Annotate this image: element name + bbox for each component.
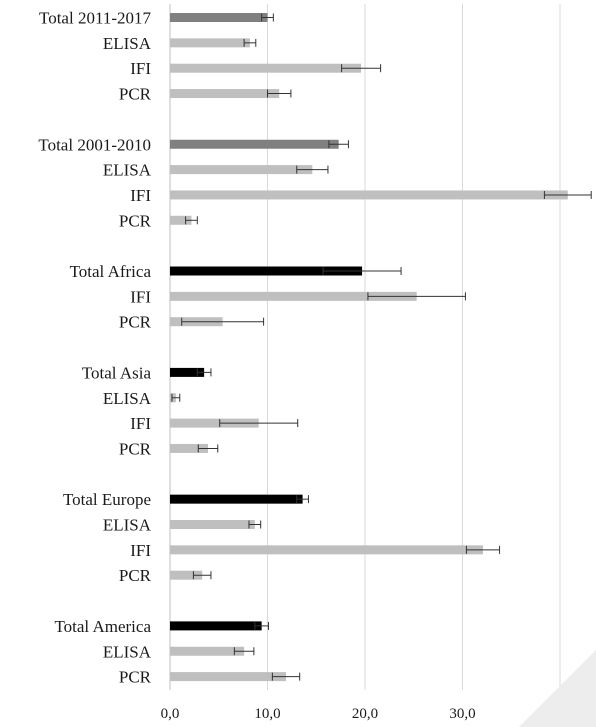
bar	[170, 367, 205, 377]
category-label: PCR	[119, 439, 152, 458]
x-axis-ticks: 0,010,020,030,040,0	[161, 706, 574, 722]
bar	[170, 672, 287, 682]
category-label: Total Asia	[82, 363, 152, 382]
x-tick-label: 0,0	[161, 706, 180, 722]
bar	[170, 63, 362, 73]
bar	[170, 13, 268, 22]
category-label: PCR	[119, 85, 152, 104]
bar	[170, 139, 339, 149]
bars	[170, 13, 592, 682]
category-label: ELISA	[103, 642, 152, 661]
category-label: Total Europe	[63, 490, 151, 509]
page-corner-shadow	[519, 650, 596, 727]
bar	[170, 646, 245, 656]
bar	[170, 38, 250, 48]
category-label: Total Africa	[70, 262, 152, 281]
bar	[170, 621, 262, 631]
x-tick-label: 10,0	[254, 706, 280, 722]
bar	[170, 545, 483, 555]
bar	[170, 494, 303, 504]
category-label: PCR	[119, 313, 152, 332]
bar	[170, 570, 203, 580]
category-label: Total 2011-2017	[39, 9, 151, 28]
x-tick-label: 30,0	[449, 706, 475, 722]
category-label: IFI	[130, 414, 151, 433]
bar	[170, 266, 363, 276]
category-label: Total 2001-2010	[38, 135, 151, 154]
bar	[170, 165, 313, 175]
bar	[170, 215, 192, 225]
bar	[170, 443, 209, 453]
category-label: ELISA	[103, 516, 152, 535]
bar	[170, 190, 568, 200]
category-label: PCR	[119, 668, 152, 687]
gridlines	[169, 4, 561, 690]
category-label: ELISA	[103, 389, 152, 408]
category-label: IFI	[130, 287, 151, 306]
category-label: IFI	[130, 59, 151, 78]
category-label: PCR	[119, 566, 152, 585]
x-tick-label: 20,0	[352, 706, 378, 722]
category-label: PCR	[119, 211, 152, 230]
category-labels: Total 2011-2017 ELISA IFI PCR Total 2001-201…	[38, 9, 151, 687]
bar	[170, 418, 259, 428]
category-label: Total America	[54, 617, 151, 636]
category-label: ELISA	[103, 161, 152, 180]
category-label: IFI	[130, 186, 151, 205]
category-label: ELISA	[103, 34, 152, 53]
category-label: IFI	[130, 541, 151, 560]
bar	[170, 291, 417, 301]
bar	[170, 89, 280, 99]
bar	[170, 520, 255, 529]
